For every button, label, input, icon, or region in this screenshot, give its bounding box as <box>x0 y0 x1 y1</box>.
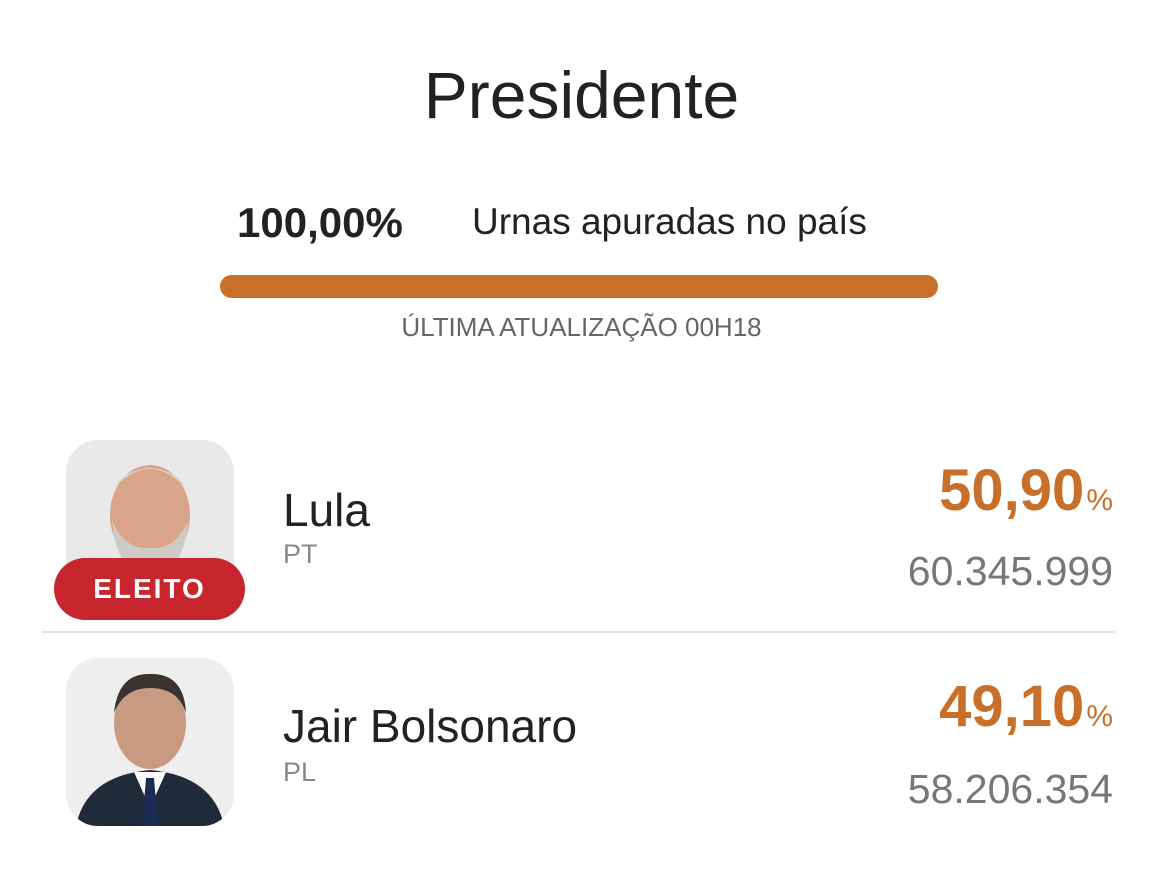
vote-percent: 50,90% <box>939 458 1113 534</box>
elected-badge: ELEITO <box>54 558 245 620</box>
progress-bar <box>220 275 938 298</box>
candidate-party: PT <box>283 539 318 569</box>
percent-unit: % <box>1086 700 1113 733</box>
last-update: ÚLTIMA ATUALIZAÇÃO 00H18 <box>401 312 762 342</box>
percent-unit: % <box>1086 484 1113 517</box>
counted-percent: 100,00% <box>237 199 403 246</box>
percent-value: 49,10 <box>939 674 1085 739</box>
candidate-party: PL <box>283 757 317 787</box>
photo-art <box>66 658 234 826</box>
vote-count: 60.345.999 <box>907 548 1113 594</box>
title: Presidente <box>423 58 740 132</box>
counted-label: Urnas apuradas no país <box>472 201 867 242</box>
candidate-photo <box>66 658 234 826</box>
candidate-name: Lula <box>283 484 370 536</box>
percent-value: 50,90 <box>939 458 1085 523</box>
vote-count: 58.206.354 <box>907 766 1113 812</box>
separator <box>42 631 1115 633</box>
candidate-name: Jair Bolsonaro <box>283 700 578 752</box>
vote-percent: 49,10% <box>939 674 1113 750</box>
